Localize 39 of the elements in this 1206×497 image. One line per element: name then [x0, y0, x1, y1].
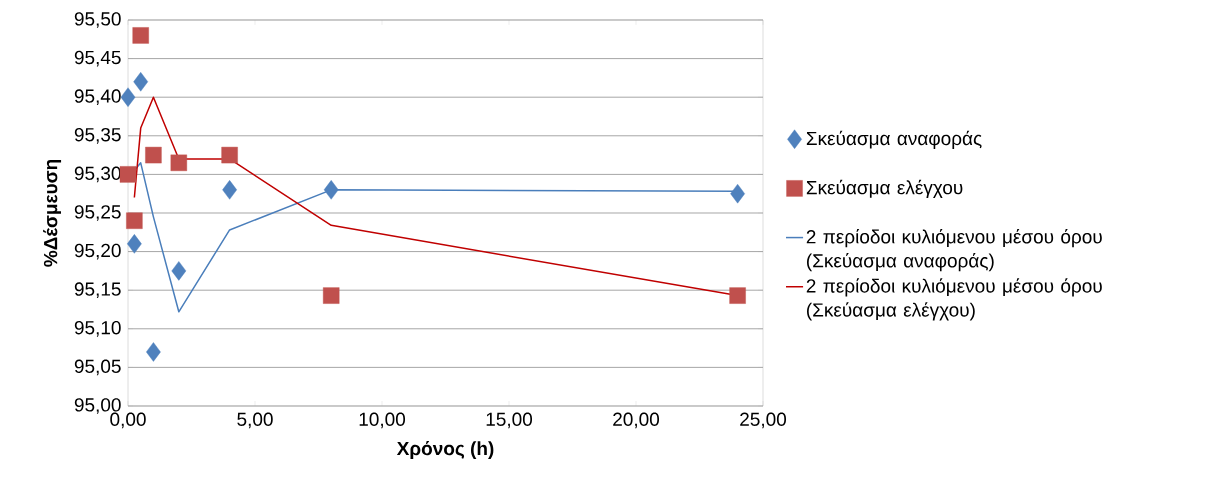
x-tick-label: 10,00 [359, 412, 406, 429]
y-tick-label: 95,00 [74, 398, 121, 414]
point [120, 87, 136, 107]
y-tick-label: 95,40 [74, 89, 121, 106]
y-tick-label: 95,30 [74, 166, 121, 183]
y-tick-label: 95,10 [74, 320, 121, 337]
x-tick-label: 25,00 [740, 412, 787, 429]
point [119, 166, 137, 183]
point [170, 154, 188, 172]
legend-label: Σκεύασμα αναφοράς [806, 130, 982, 149]
legend-label: Σκεύασμα ελέγχου [806, 179, 963, 199]
x-tick-label: 5,00 [237, 412, 273, 429]
y-tick-label: 95,35 [74, 127, 121, 144]
point [221, 146, 238, 164]
point [323, 287, 340, 304]
point [323, 180, 339, 200]
y-tick-label: 95,50 [74, 12, 121, 28]
point [730, 183, 745, 204]
point [127, 234, 142, 254]
y-tick-label: 95,25 [74, 205, 121, 221]
y-axis-title: %Δέσμευση [43, 159, 62, 267]
y-tick-label: 95,05 [74, 359, 121, 376]
legend-label: 2 περίοδοι κυλιόμενου μέσου όρου (Σκεύασμα ελέγχου) [806, 278, 1102, 321]
x-tick-label: 15,00 [486, 412, 533, 429]
point [132, 27, 149, 44]
x-tick-label: 0,00 [110, 412, 146, 429]
point [126, 212, 143, 229]
y-tick-label: 95,20 [74, 243, 121, 260]
y-tick-label: 95,15 [74, 282, 121, 299]
point [145, 146, 162, 164]
point [146, 342, 161, 362]
x-axis-title: Χρόνος (h) [396, 441, 494, 460]
y-tick-label: 95,45 [74, 50, 121, 67]
x-tick-label: 20,00 [613, 412, 660, 429]
point [171, 261, 187, 281]
point [729, 287, 746, 304]
legend-label: 2 περίοδοι κυλιόμενου μέσου όρου (Σκεύασμα αναφοράς) [806, 229, 1102, 272]
point [222, 180, 237, 200]
point [133, 72, 149, 92]
